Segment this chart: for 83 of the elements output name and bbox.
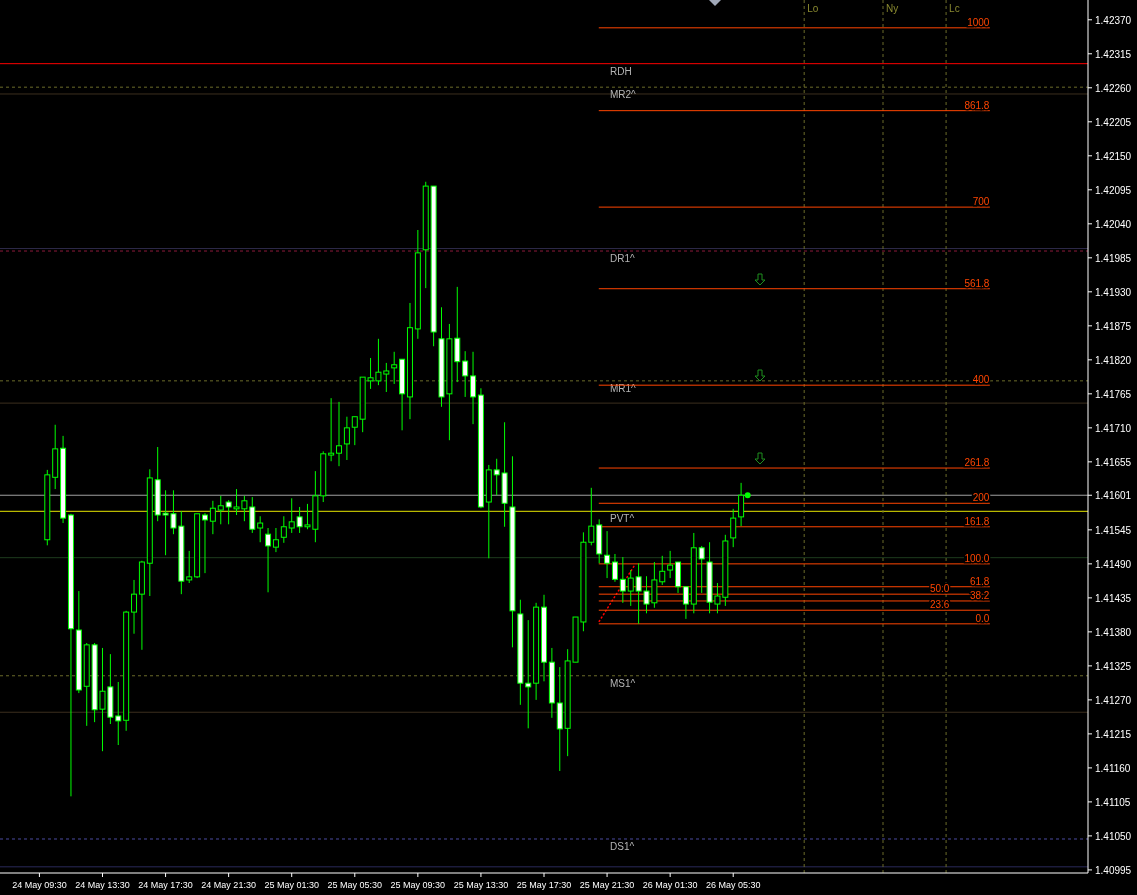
candlestick [336,401,343,467]
series-label: 0.0 [975,612,990,624]
y-tick-label: 1.41490 [1095,558,1132,570]
ref-line-label: Ny [886,3,899,14]
x-tick-label: 24 May 09:30 [12,880,67,890]
y-tick-label: 1.41710 [1095,422,1132,434]
y-tick-label: 1.41601 [1095,490,1132,502]
candlestick [186,550,193,584]
series-label: 861.8 [964,99,990,111]
y-tick-label: 1.41050 [1095,830,1132,842]
y-tick-label: 1.42040 [1095,218,1132,230]
x-tick-label: 25 May 21:30 [579,880,635,890]
candlestick [201,512,208,574]
y-tick-label: 1.41655 [1095,456,1132,468]
ref-line-label: MS1^ [610,677,636,689]
candlestick [611,553,618,583]
x-tick-label: 25 May 05:30 [327,880,383,890]
x-tick-label: 25 May 01:30 [264,880,319,890]
candlestick [619,556,626,604]
series-label: 61.8 [969,575,990,587]
y-tick-label: 1.40995 [1095,864,1132,876]
y-tick-label: 1.41545 [1095,524,1132,536]
candlestick [698,545,705,594]
candlestick [209,500,216,535]
candlestick [131,579,138,635]
candlestick [667,550,674,579]
candlestick [525,619,532,729]
candlestick [343,416,350,461]
candlestick [351,416,358,446]
series-label: 200 [972,492,990,504]
ref-line-label: RDH [610,65,632,77]
x-tick-label: 24 May 13:30 [75,880,130,890]
y-tick-label: 1.41435 [1095,592,1132,604]
candlestick [391,351,398,385]
x-tick-label: 25 May 17:30 [516,880,572,890]
series-label: 23.6 [929,599,950,611]
y-tick-label: 1.41985 [1095,252,1132,264]
x-tick-label: 25 May 09:30 [390,880,446,890]
series-label: 1000 [967,16,990,28]
x-tick-label: 25 May 13:30 [453,880,509,890]
y-tick-label: 1.42095 [1095,184,1132,196]
ref-line-label: MR1^ [610,382,637,394]
series-label: 161.8 [964,515,990,527]
candlestick [265,527,272,593]
y-tick-label: 1.41270 [1095,694,1132,706]
series-label: 261.8 [964,457,990,469]
y-tick-label: 1.41105 [1095,796,1131,808]
y-tick-label: 1.42315 [1095,48,1132,60]
ref-line-label: DR1^ [610,253,635,265]
y-tick-label: 1.41215 [1095,728,1132,740]
y-tick-label: 1.42260 [1095,82,1132,94]
y-tick-label: 1.42205 [1095,116,1132,128]
x-tick-label: 24 May 17:30 [138,880,193,890]
candlestick [470,351,477,425]
ref-line-label: PVT^ [610,513,635,525]
x-tick-label: 26 May 01:30 [642,880,698,890]
candlestick [280,515,287,544]
series-label: 400 [972,374,990,386]
candlestick [604,530,611,579]
y-tick-label: 1.41875 [1095,320,1132,332]
x-tick-label: 26 May 05:30 [705,880,761,890]
ref-line-label: MR2^ [610,89,637,101]
x-tick-label: 24 May 21:30 [201,880,256,890]
candlestick [328,397,335,462]
candlestick [682,586,689,620]
candlestick [272,527,279,553]
y-tick-label: 1.41820 [1095,354,1132,366]
y-tick-label: 1.41160 [1095,762,1131,774]
ref-line-label: Lc [949,3,960,14]
y-tick-label: 1.42150 [1095,150,1132,162]
ref-line-label: DS1^ [610,841,635,852]
candlestick [462,350,469,398]
candlestick [257,515,264,543]
y-tick-label: 1.42370 [1095,14,1132,26]
y-tick-label: 1.41380 [1095,626,1132,638]
series-label: 100.0 [964,552,990,564]
y-tick-label: 1.41930 [1095,286,1132,298]
ref-line-label: Lo [807,3,819,14]
candlestick [730,508,737,548]
series-label: 561.8 [964,277,990,289]
y-tick-label: 1.41325 [1095,660,1132,672]
series-label: 700 [972,196,990,208]
y-tick-label: 1.41765 [1095,388,1132,400]
